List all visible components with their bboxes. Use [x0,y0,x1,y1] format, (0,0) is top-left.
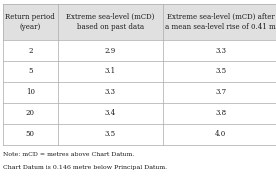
Text: 3.5: 3.5 [215,68,226,75]
Text: Extreme sea-level (mCD) after
a mean sea-level rise of 0.41 m: Extreme sea-level (mCD) after a mean sea… [165,13,276,31]
Text: Extreme sea-level (mCD)
based on past data: Extreme sea-level (mCD) based on past da… [66,13,155,31]
Text: 3.5: 3.5 [105,130,116,138]
Bar [163,82,276,103]
Bar [58,40,163,61]
Bar [58,103,163,124]
Bar [58,4,163,40]
Text: 2.9: 2.9 [105,47,116,54]
Text: 3.8: 3.8 [215,109,226,117]
Text: Return period
(year): Return period (year) [6,13,55,31]
Bar [163,103,276,124]
Bar [163,4,276,40]
Bar [163,61,276,82]
Text: 3.3: 3.3 [105,88,116,96]
Bar [58,61,163,82]
Bar [58,82,163,103]
Bar [3,124,58,145]
Text: 3.3: 3.3 [215,47,226,54]
Bar [58,124,163,145]
Text: 10: 10 [26,88,35,96]
Text: 2: 2 [28,47,33,54]
Text: 3.7: 3.7 [215,88,226,96]
Text: 3.1: 3.1 [105,68,116,75]
Text: Chart Datum is 0.146 metre below Principal Datum.: Chart Datum is 0.146 metre below Princip… [3,165,167,170]
Text: Note: mCD = metres above Chart Datum.: Note: mCD = metres above Chart Datum. [3,152,134,157]
Bar [3,4,58,40]
Text: 50: 50 [26,130,35,138]
Bar [163,40,276,61]
Bar [3,103,58,124]
Bar [3,40,58,61]
Bar [163,124,276,145]
Text: 4.0: 4.0 [215,130,226,138]
Text: 5: 5 [28,68,33,75]
Text: 3.4: 3.4 [105,109,116,117]
Bar [3,61,58,82]
Text: 20: 20 [26,109,35,117]
Bar [3,82,58,103]
